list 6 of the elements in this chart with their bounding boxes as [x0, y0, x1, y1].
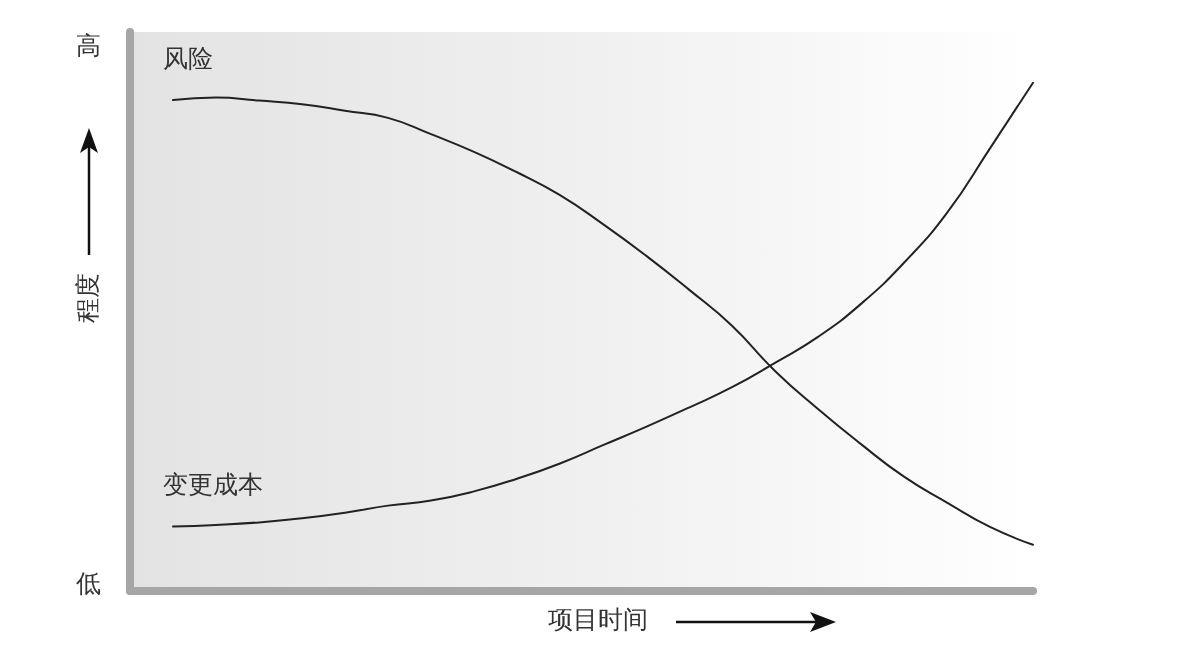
series-label: 变更成本 [163, 470, 263, 500]
series-label: 风险 [163, 44, 213, 74]
x-axis-title: 项目时间 [548, 605, 648, 634]
y-axis-title: 程度 [73, 272, 102, 323]
text: 低 [75, 568, 101, 598]
text: 高 [75, 30, 101, 60]
